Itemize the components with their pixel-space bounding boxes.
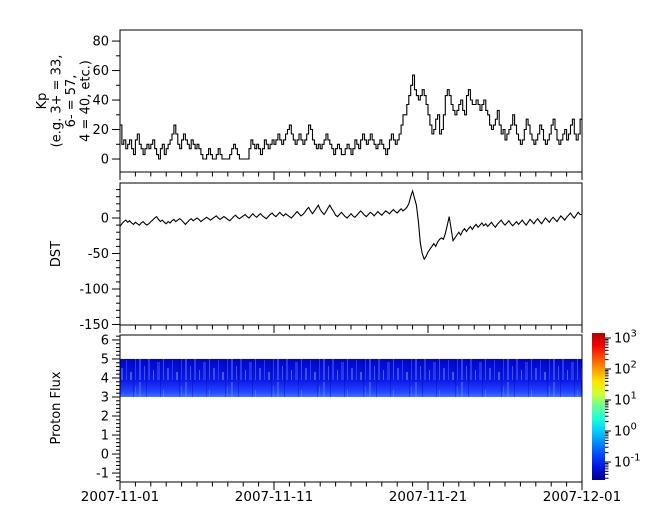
colorbar-tick-base: 10 (614, 456, 631, 471)
kp-axis-label-line: 6- = 57, (64, 75, 79, 128)
colorbar-tick-base: 10 (614, 394, 631, 409)
kp-series-line (120, 74, 582, 160)
colorbar-tick-base: 10 (614, 425, 631, 440)
colorbar-tick-exponent: -1 (631, 453, 641, 464)
x-tick-label: 2007-12-01 (543, 489, 621, 505)
colorbar-tick-exponent: 2 (631, 360, 637, 371)
kp-axis-label: Kp(e.g. 3+ = 33,6- = 57,4 = 40, etc.) (35, 55, 94, 148)
colorbar-tick-label: 102 (614, 360, 637, 378)
y-tick-label: 5 (101, 352, 109, 367)
y-tick-label: 2 (101, 410, 109, 425)
dst-series-line (119, 189, 582, 261)
y-tick-label: -100 (79, 283, 109, 298)
y-tick-label: 6 (101, 333, 109, 348)
y-tick-label: 40 (92, 94, 109, 109)
y-tick-label: -1 (96, 467, 109, 482)
colorbar-tick-label: 10-1 (614, 453, 641, 471)
kp-axis-label-line: Kp (35, 93, 50, 110)
colorbar-tick-label: 100 (614, 422, 637, 440)
y-tick-label: 60 (92, 64, 109, 79)
y-tick-label: -50 (88, 247, 109, 262)
proton-panel-frame (119, 334, 583, 483)
kp-axis-label-line: (e.g. 3+ = 33, (50, 55, 65, 148)
y-tick-label: 1 (101, 429, 109, 444)
dst-axis-label: DST (49, 241, 64, 267)
colorbar-tick-label: 101 (614, 391, 637, 409)
colorbar-gradient (592, 333, 605, 480)
y-tick-label: 0 (101, 448, 109, 463)
y-tick-label: 20 (92, 123, 109, 138)
colorbar-tick-base: 10 (614, 363, 631, 378)
colorbar-tick-exponent: 0 (631, 422, 637, 433)
proton-axis-label: Proton Flux (49, 371, 64, 444)
colorbar-tick-label: 103 (614, 329, 637, 347)
y-tick-label: 4 (101, 371, 109, 386)
colorbar-tick-exponent: 3 (631, 329, 637, 340)
y-tick-label: -150 (79, 318, 109, 333)
y-tick-label: 80 (92, 35, 109, 50)
dst-panel-frame (119, 182, 583, 326)
colorbar-tick-base: 10 (614, 332, 631, 347)
y-tick-label: 0 (101, 212, 109, 227)
colorbar-tick-exponent: 1 (631, 391, 637, 402)
x-tick-label: 2007-11-01 (81, 489, 159, 505)
y-tick-label: 0 (101, 153, 109, 168)
kp-axis-label-line: 4 = 40, etc.) (79, 60, 94, 142)
y-tick-label: 3 (101, 390, 109, 405)
x-tick-label: 2007-11-11 (235, 489, 313, 505)
x-tick-label: 2007-11-21 (389, 489, 467, 505)
proton-flux-band-streaks (120, 358, 582, 397)
